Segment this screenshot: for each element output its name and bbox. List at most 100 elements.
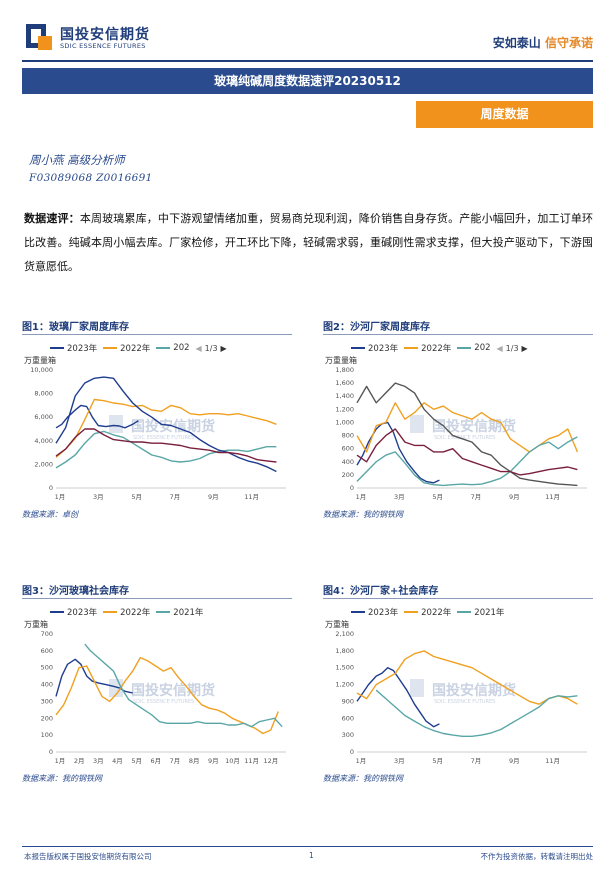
y-tick-label: 2,100 [335, 630, 354, 638]
legend-item[interactable]: 2022年 [404, 342, 451, 354]
x-tick-label: 10月 [225, 757, 240, 765]
y-axis-unit: 万重量箱 [325, 356, 357, 365]
x-tick-label: 4月 [112, 757, 123, 765]
series-line [356, 428, 578, 476]
legend-prev-icon[interactable]: ◀ [496, 343, 503, 353]
y-tick-label: 300 [41, 697, 53, 705]
legend-swatch-icon [156, 611, 171, 613]
series-line [84, 643, 283, 728]
legend-label: 202 [474, 343, 491, 353]
footer-rule [22, 846, 593, 847]
legend-item[interactable]: 2023年 [50, 342, 97, 354]
series-line [356, 650, 578, 705]
legend-next-icon[interactable]: ▶ [220, 343, 227, 353]
legend-item[interactable]: 2021年 [156, 606, 203, 618]
chart-source: 数据来源：我的钢铁网 [323, 510, 403, 519]
legend-item[interactable]: 202 [457, 343, 491, 353]
y-tick-label: 1,800 [335, 647, 354, 655]
chart-title-rule [323, 598, 593, 599]
series-line [55, 656, 279, 735]
footer-disclaimer: 不作为投资依据，转载请注明出处 [480, 852, 594, 861]
legend-item[interactable]: 2022年 [103, 342, 150, 354]
legend-label: 2022年 [421, 344, 452, 354]
y-tick-label: 300 [342, 731, 354, 739]
legend-label: 2023年 [368, 608, 399, 618]
slogan: 安如泰山 信守承诺 [493, 34, 593, 51]
y-tick-label: 1,200 [335, 405, 354, 413]
x-tick-label: 11月 [244, 493, 259, 501]
legend-item[interactable]: 2023年 [50, 606, 97, 618]
legend-item[interactable]: 2021年 [457, 606, 504, 618]
y-tick-label: 8,000 [34, 390, 53, 398]
legend-next-icon[interactable]: ▶ [521, 343, 528, 353]
chart-source: 数据来源：我的钢铁网 [22, 774, 102, 783]
watermark-subtext: SDIC ESSENCE FUTURES [133, 435, 194, 441]
legend-label: 2022年 [120, 344, 151, 354]
x-tick-label: 7月 [471, 757, 482, 765]
chart-title-rule [22, 598, 292, 599]
slogan-a: 安如泰山 [492, 36, 541, 50]
watermark-subtext: SDIC ESSENCE FUTURES [434, 699, 495, 705]
y-tick-label: 1,600 [335, 379, 354, 387]
legend-item[interactable]: 2023年 [351, 606, 398, 618]
series-line [55, 430, 277, 469]
legend-label: 2021年 [474, 608, 505, 618]
watermark-text: 国投安信期货 [432, 418, 516, 435]
y-tick-label: 0 [350, 484, 354, 492]
legend-pager: ◀ 1/3 ▶ [196, 344, 227, 353]
x-tick-label: 3月 [394, 493, 405, 501]
summary-label: 数据速评： [24, 212, 80, 225]
series-line [356, 667, 440, 728]
legend-label: 2022年 [120, 608, 151, 618]
legend-item[interactable]: 2023年 [351, 342, 398, 354]
legend-swatch-icon [457, 347, 472, 349]
legend-swatch-icon [50, 347, 64, 349]
series-line [356, 421, 440, 484]
x-tick-label: 11月 [545, 757, 560, 765]
chart-panel-fig1: 图1：玻璃厂家周度库存 2023年 2022年 202 ◀ 1/3 ▶ 万重量箱 国投安信期货 S… [22, 318, 292, 519]
legend-item[interactable]: 202 [156, 343, 190, 353]
y-axis-unit: 万重量箱 [24, 356, 56, 365]
x-tick-label: 3月 [93, 493, 104, 501]
y-tick-label: 0 [49, 748, 53, 756]
logo-en: SDIC ESSENCE FUTURES [60, 42, 146, 50]
y-tick-label: 0 [49, 484, 53, 492]
y-tick-label: 2,000 [34, 460, 53, 468]
chart-legend: 2023年 2022年 2021年 [50, 605, 292, 619]
x-tick-label: 11月 [244, 757, 259, 765]
y-tick-label: 400 [342, 458, 354, 466]
y-tick-label: 0 [350, 748, 354, 756]
x-tick-label: 6月 [151, 757, 162, 765]
legend-swatch-icon [351, 611, 365, 613]
legend-item[interactable]: 2022年 [103, 606, 150, 618]
x-tick-label: 1月 [55, 493, 66, 501]
y-tick-label: 500 [41, 664, 53, 672]
y-tick-label: 10,000 [30, 366, 53, 374]
legend-label: 202 [173, 343, 190, 353]
legend-prev-icon[interactable]: ◀ [195, 343, 202, 353]
y-tick-label: 6,000 [34, 413, 53, 421]
y-axis-unit: 万重箱 [325, 620, 349, 629]
x-tick-label: 12月 [263, 757, 278, 765]
legend-page-indicator: 1/3 [204, 343, 218, 353]
legend-swatch-icon [404, 347, 419, 349]
y-tick-label: 600 [342, 445, 354, 453]
legend-swatch-icon [457, 611, 472, 613]
legend-item[interactable]: 2022年 [404, 606, 451, 618]
x-tick-label: 1月 [356, 493, 367, 501]
y-axis-unit: 万重箱 [24, 620, 48, 629]
x-tick-label: 9月 [509, 757, 520, 765]
author-ids: F03089068 Z0016691 [29, 172, 153, 184]
y-tick-label: 900 [342, 697, 354, 705]
x-tick-label: 5月 [131, 493, 142, 501]
chart-legend: 2023年 2022年 202 ◀ 1/3 ▶ [50, 341, 292, 355]
x-tick-label: 7月 [471, 493, 482, 501]
chart-title: 图1：玻璃厂家周度库存 [22, 322, 129, 333]
y-tick-label: 1,200 [335, 681, 354, 689]
series-line [375, 689, 578, 737]
x-tick-label: 9月 [509, 493, 520, 501]
